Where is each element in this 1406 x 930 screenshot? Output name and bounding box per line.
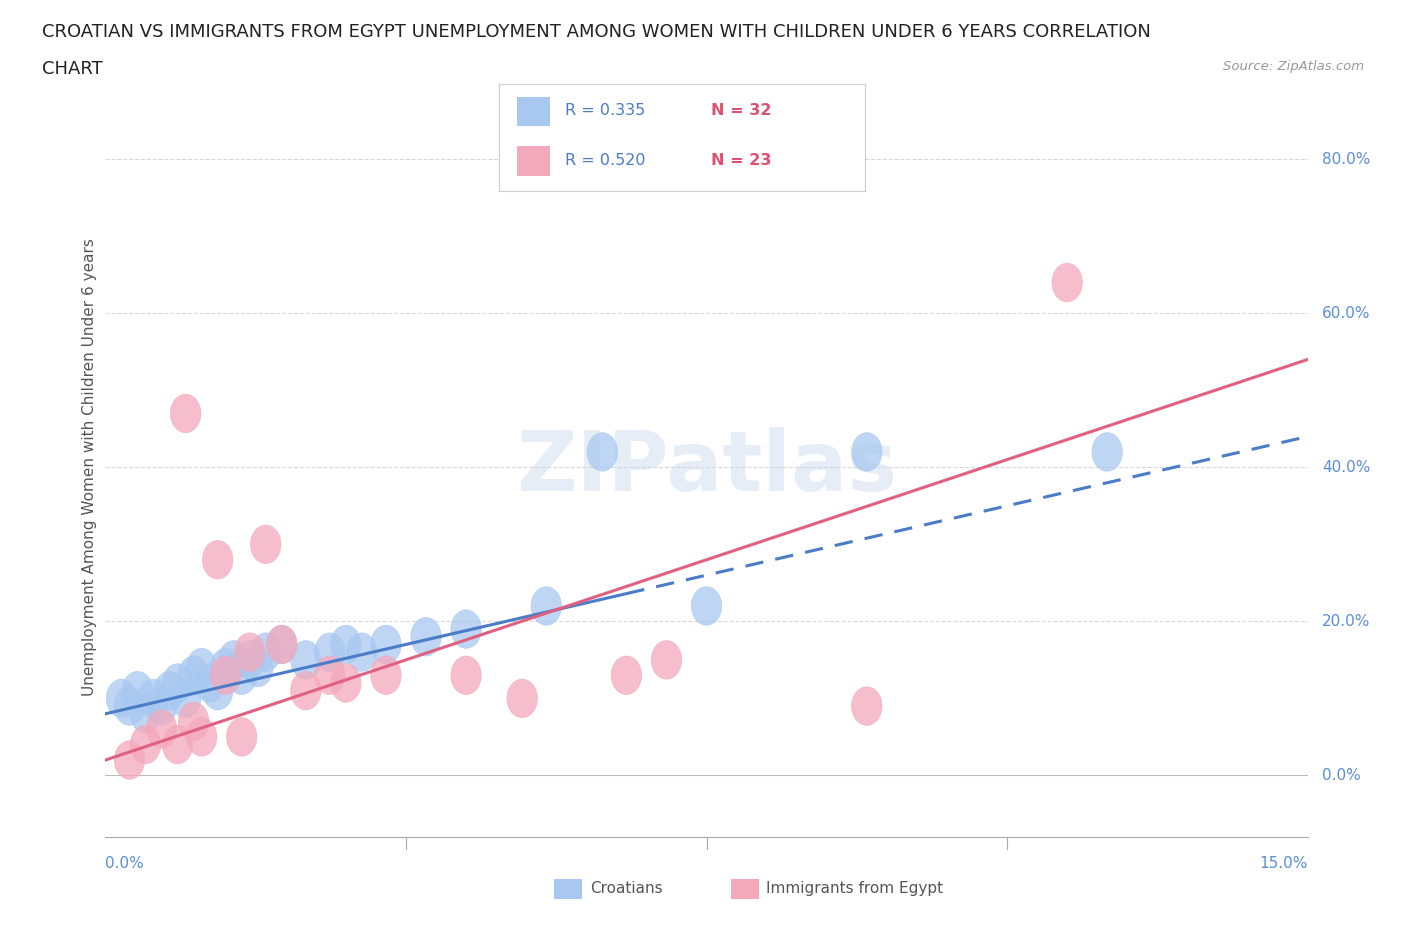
Ellipse shape [291,641,321,679]
Text: 0.0%: 0.0% [105,857,145,871]
Ellipse shape [451,610,481,648]
Ellipse shape [531,587,561,625]
Ellipse shape [218,641,249,679]
Ellipse shape [315,633,344,671]
Text: R = 0.520: R = 0.520 [565,153,645,168]
Ellipse shape [371,625,401,664]
Ellipse shape [315,656,344,695]
Ellipse shape [138,679,169,718]
Ellipse shape [146,687,177,725]
Text: CHART: CHART [42,60,103,78]
Ellipse shape [170,394,201,432]
Ellipse shape [122,671,153,710]
Text: 80.0%: 80.0% [1322,152,1371,166]
Text: CROATIAN VS IMMIGRANTS FROM EGYPT UNEMPLOYMENT AMONG WOMEN WITH CHILDREN UNDER 6: CROATIAN VS IMMIGRANTS FROM EGYPT UNEMPL… [42,23,1152,41]
Ellipse shape [291,671,321,710]
Ellipse shape [852,432,882,472]
Text: 15.0%: 15.0% [1260,857,1308,871]
Text: 40.0%: 40.0% [1322,459,1371,475]
Ellipse shape [1092,432,1122,472]
Ellipse shape [588,432,617,472]
Text: Croatians: Croatians [591,881,664,896]
Ellipse shape [1052,263,1083,301]
Text: 60.0%: 60.0% [1322,306,1371,321]
Ellipse shape [107,679,136,718]
Ellipse shape [235,641,264,679]
Ellipse shape [411,618,441,656]
Ellipse shape [162,664,193,702]
Ellipse shape [114,740,145,779]
Ellipse shape [162,725,193,764]
Ellipse shape [250,525,281,564]
Text: N = 23: N = 23 [711,153,772,168]
Ellipse shape [211,656,240,695]
Text: N = 32: N = 32 [711,103,772,118]
Text: 0.0%: 0.0% [1322,768,1361,783]
Ellipse shape [194,664,225,702]
Ellipse shape [131,695,160,733]
Ellipse shape [179,656,209,695]
Ellipse shape [170,679,201,718]
Ellipse shape [651,641,682,679]
Ellipse shape [371,656,401,695]
Ellipse shape [250,633,281,671]
Text: Source: ZipAtlas.com: Source: ZipAtlas.com [1223,60,1364,73]
Ellipse shape [242,648,273,687]
Ellipse shape [179,702,209,740]
Ellipse shape [347,633,377,671]
Ellipse shape [131,725,160,764]
Text: Immigrants from Egypt: Immigrants from Egypt [766,881,943,896]
Ellipse shape [114,687,145,725]
Ellipse shape [612,656,641,695]
Ellipse shape [226,718,257,756]
Ellipse shape [267,625,297,664]
Ellipse shape [508,679,537,718]
Ellipse shape [187,648,217,687]
Ellipse shape [235,633,264,671]
Ellipse shape [155,671,184,710]
Ellipse shape [330,625,361,664]
Ellipse shape [451,656,481,695]
Ellipse shape [226,656,257,695]
Ellipse shape [852,687,882,725]
Ellipse shape [202,671,233,710]
Ellipse shape [202,540,233,579]
Text: ZIPatlas: ZIPatlas [516,427,897,508]
Ellipse shape [211,648,240,687]
Ellipse shape [267,625,297,664]
Bar [517,97,550,126]
Text: 20.0%: 20.0% [1322,614,1371,629]
Ellipse shape [330,664,361,702]
Y-axis label: Unemployment Among Women with Children Under 6 years: Unemployment Among Women with Children U… [82,238,97,697]
Ellipse shape [692,587,721,625]
Ellipse shape [187,718,217,756]
Ellipse shape [146,710,177,749]
Bar [517,146,550,176]
Text: R = 0.335: R = 0.335 [565,103,645,118]
